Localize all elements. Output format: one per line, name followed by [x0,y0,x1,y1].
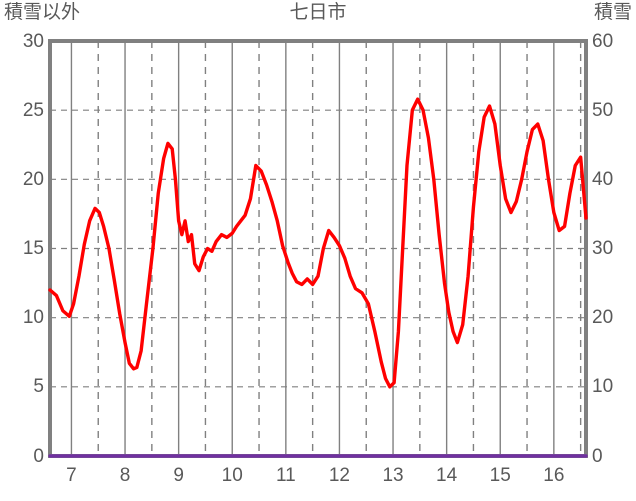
right-axis-tick-50: 50 [592,100,614,121]
x-axis-tick-11: 11 [275,465,296,486]
x-axis-tick-13: 13 [382,465,404,486]
right-axis-tick-30: 30 [592,238,614,259]
left-axis-tick-10: 10 [22,307,44,328]
x-axis-tick-7: 7 [66,465,77,486]
left-axis-tick-0: 0 [33,446,44,467]
right-axis-title: 積雪 [593,2,632,23]
x-axis-tick-16: 16 [543,465,565,486]
left-axis-tick-15: 15 [22,238,44,259]
x-axis-tick-8: 8 [119,465,131,486]
left-axis-tick-20: 20 [22,169,44,190]
right-axis-tick-20: 20 [592,307,614,328]
left-axis-tick-5: 5 [33,376,44,397]
data-series-group [48,97,588,458]
left-axis-tick-30: 30 [22,31,44,52]
gridlines [50,41,586,456]
left-axis-title: 積雪以外 [4,2,81,23]
x-axis-tick-10: 10 [221,465,243,486]
x-axis-tick-15: 15 [489,465,511,486]
right-axis-tick-60: 60 [592,31,614,52]
right-axis-tick-40: 40 [592,169,614,190]
chart-title: 七日市 [289,2,347,23]
right-axis-tick-0: 0 [592,446,603,467]
right-axis-tick-10: 10 [592,376,614,397]
x-axis-tick-14: 14 [436,465,458,486]
left-axis-tick-25: 25 [22,100,44,121]
data-line-non-snow [48,97,588,389]
x-axis-tick-9: 9 [173,465,184,486]
x-axis-tick-12: 12 [328,465,350,486]
